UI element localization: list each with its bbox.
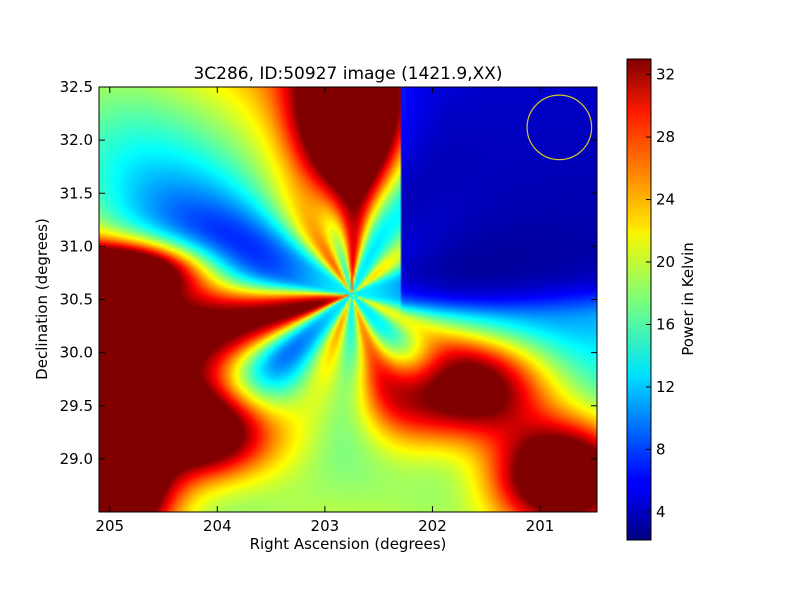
- y-tick-label: 29.5: [60, 397, 93, 415]
- colorbar-gradient: [626, 58, 652, 541]
- colorbar-tick-label: 24: [656, 191, 675, 209]
- colorbar-tick-label: 12: [656, 378, 675, 396]
- heatmap-image: [99, 87, 597, 512]
- x-tick-label: 201: [526, 517, 555, 535]
- y-axis-label: Declination (degrees): [33, 218, 51, 380]
- colorbar-tick-label: 32: [656, 66, 675, 84]
- colorbar-tick-label: 20: [656, 253, 675, 271]
- y-tick-label: 32.0: [60, 131, 93, 149]
- x-axis-ticks: 205 204 203 202 201: [95, 87, 554, 535]
- colorbar-tick-label: 28: [656, 128, 675, 146]
- y-tick-label: 29.0: [60, 450, 93, 468]
- y-tick-label: 30.0: [60, 344, 93, 362]
- colorbar-tick-label: 4: [656, 503, 666, 521]
- colorbar: 4 8 12 16 20 24 28 32 Power in Kelvin: [626, 58, 697, 541]
- x-tick-label: 205: [95, 517, 124, 535]
- y-axis-ticks: 29.0 29.5 30.0 30.5 31.0 31.5 32.0 32.5: [60, 78, 597, 468]
- beam-circle: [526, 94, 593, 161]
- x-axis-label: Right Ascension (degrees): [250, 535, 447, 553]
- colorbar-tick-label: 8: [656, 440, 666, 458]
- chart-title: 3C286, ID:50927 image (1421.9,XX): [193, 64, 502, 84]
- y-tick-label: 30.5: [60, 291, 93, 309]
- y-tick-label: 32.5: [60, 78, 93, 96]
- plot-area: [98, 86, 598, 513]
- colorbar-ticks: 4 8 12 16 20 24 28 32: [646, 66, 675, 521]
- y-tick-label: 31.5: [60, 184, 93, 202]
- x-tick-label: 203: [311, 517, 340, 535]
- colorbar-label: Power in Kelvin: [679, 242, 697, 356]
- colorbar-tick-label: 16: [656, 315, 675, 333]
- y-tick-label: 31.0: [60, 237, 93, 255]
- x-tick-label: 204: [203, 517, 232, 535]
- x-tick-label: 202: [418, 517, 447, 535]
